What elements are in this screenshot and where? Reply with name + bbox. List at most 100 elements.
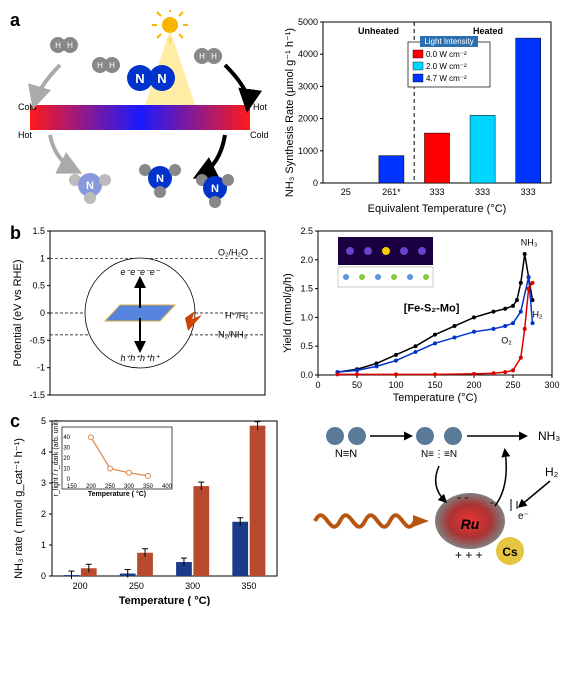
sun-icon: [140, 10, 200, 120]
svg-text:Heated: Heated: [473, 26, 503, 36]
line-series: [338, 283, 533, 375]
nh-molecule: N: [69, 173, 111, 204]
bar: [193, 486, 209, 576]
svg-text:200: 200: [73, 581, 88, 591]
svg-text:N: N: [135, 71, 144, 86]
svg-text:333: 333: [429, 187, 444, 197]
svg-text:H: H: [199, 52, 205, 61]
n2-molecule: N≡N: [326, 427, 366, 460]
svg-text:N≡N: N≡N: [335, 448, 357, 460]
svg-text:0: 0: [41, 571, 46, 581]
svg-text:Yield (mmol/g/h): Yield (mmol/g/h): [282, 273, 294, 353]
arrow-icon: [200, 135, 225, 175]
svg-text:N≡⋮≡N: N≡⋮≡N: [421, 449, 457, 460]
nh3-label: NH₃: [538, 429, 560, 443]
svg-text:3: 3: [41, 478, 46, 488]
svg-text:H: H: [67, 41, 73, 50]
nh-molecule: N: [196, 174, 234, 208]
svg-text:5: 5: [41, 416, 46, 426]
h2-molecule: HH: [194, 48, 222, 64]
svg-text:1: 1: [40, 253, 45, 263]
svg-text:5000: 5000: [298, 17, 318, 27]
svg-text:4000: 4000: [298, 49, 318, 59]
bar: [379, 156, 404, 183]
svg-text:25: 25: [341, 187, 351, 197]
svg-text:H: H: [55, 41, 61, 50]
bar: [516, 38, 541, 183]
svg-text:2000: 2000: [298, 114, 318, 124]
svg-text:0: 0: [40, 308, 45, 318]
svg-text:-1.5: -1.5: [29, 390, 45, 400]
svg-text:[Fe-S₂-Mo]: [Fe-S₂-Mo]: [404, 303, 460, 315]
svg-text:30: 30: [63, 446, 70, 452]
arrow-icon: [495, 451, 506, 506]
svg-text:2.0 W cm⁻²: 2.0 W cm⁻²: [426, 62, 467, 71]
arrow-icon: [225, 65, 248, 105]
svg-text:Light Intensity: Light Intensity: [424, 37, 473, 46]
svg-text:h⁺h⁺h⁺h⁺: h⁺h⁺h⁺h⁺: [120, 353, 160, 363]
panel-a-chart: 01000200030004000500025261*333333333Unhe…: [281, 10, 556, 215]
svg-text:N: N: [157, 71, 166, 86]
svg-text:300: 300: [544, 380, 559, 390]
svg-text:-: -: [490, 495, 494, 509]
bar: [250, 426, 266, 576]
svg-text:NH₃ rate ( mmol g_cat⁻¹ h⁻¹): NH₃ rate ( mmol g_cat⁻¹ h⁻¹): [13, 438, 25, 579]
svg-text:-0.5: -0.5: [29, 335, 45, 345]
cold-label: Cold: [250, 130, 269, 140]
arrow-icon: [436, 466, 445, 501]
svg-text:261*: 261*: [382, 187, 401, 197]
svg-text:N: N: [156, 173, 164, 185]
svg-text:NH₃ Synthesis Rate (μmol g⁻¹ h: NH₃ Synthesis Rate (μmol g⁻¹ h⁻¹): [284, 28, 296, 197]
h2-molecule: HH: [92, 57, 120, 73]
svg-text:N₂/NH₃: N₂/NH₃: [218, 330, 247, 340]
svg-text:0.0: 0.0: [300, 370, 313, 380]
hot-label: Hot: [18, 130, 33, 140]
line-series: [338, 277, 533, 372]
cs-label: Cs: [502, 545, 518, 559]
svg-text:400: 400: [162, 484, 173, 490]
svg-text:200: 200: [86, 484, 97, 490]
svg-text:H₂: H₂: [533, 309, 543, 319]
svg-text:1000: 1000: [298, 146, 318, 156]
svg-text:200: 200: [466, 380, 481, 390]
svg-text:Unheated: Unheated: [358, 26, 399, 36]
svg-text:H: H: [97, 61, 103, 70]
svg-text:4: 4: [41, 447, 46, 457]
electron-label: e⁻: [518, 511, 529, 522]
h2-molecule: HH: [50, 37, 78, 53]
nh-molecule: N: [139, 164, 181, 198]
svg-text:350: 350: [241, 581, 256, 591]
svg-text:H: H: [109, 61, 115, 70]
svg-text:e⁻e⁻e⁻e⁻: e⁻e⁻e⁻e⁻: [120, 267, 160, 277]
svg-text:300: 300: [124, 484, 135, 490]
svg-text:- -: - -: [457, 490, 468, 504]
svg-text:H⁺/H₂: H⁺/H₂: [225, 310, 249, 320]
svg-text:250: 250: [505, 380, 520, 390]
svg-text:2.0: 2.0: [300, 255, 313, 265]
bar: [470, 115, 495, 183]
svg-text:250: 250: [129, 581, 144, 591]
panel-b-yield: 0501001502002503000.00.51.01.52.02.5NH₃O…: [280, 223, 560, 403]
svg-text:2: 2: [41, 509, 46, 519]
gradient-bar: [140, 105, 250, 130]
gradient-bar: [30, 105, 140, 130]
svg-text:r_light / r_dark (arb. unit): r_light / r_dark (arb. unit): [53, 420, 60, 497]
light-wave-icon: [315, 515, 415, 527]
h2-label: H₂: [545, 465, 559, 479]
panel-a-schematic: HH HH NN HH Cold Hot Hot Cold: [10, 10, 271, 210]
svg-text:Temperature ( °C): Temperature ( °C): [88, 490, 146, 498]
bar: [424, 133, 449, 183]
panel-c: c 012345200250300350NH₃ rate ( mmol g_ca…: [10, 411, 556, 606]
svg-text:20: 20: [63, 456, 70, 462]
svg-text:1.5: 1.5: [32, 226, 45, 236]
svg-text:N: N: [211, 183, 219, 195]
svg-text:Potential (eV vs RHE): Potential (eV vs RHE): [12, 260, 24, 367]
svg-text:3000: 3000: [298, 81, 318, 91]
panel-b-potential: -1.5-1-0.500.511.5N₂/NH₃H⁺/H₂O₂/H₂Oe⁻e⁻e…: [10, 223, 270, 403]
svg-text:4.7 W cm⁻²: 4.7 W cm⁻²: [426, 74, 467, 83]
arrow-icon: [50, 135, 75, 170]
svg-text:150: 150: [427, 380, 442, 390]
svg-text:+ + +: + + +: [455, 548, 483, 562]
panel-a: a HH HH NN HH: [10, 10, 556, 215]
svg-text:O₂/H₂O: O₂/H₂O: [218, 248, 248, 258]
